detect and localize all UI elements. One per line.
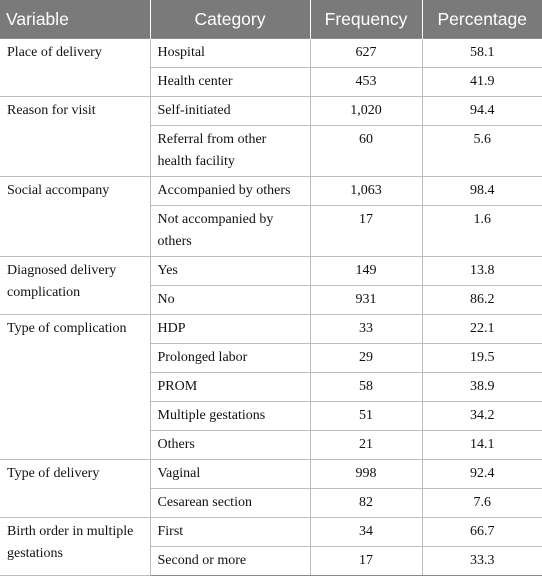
category-cell: First: [149, 517, 311, 547]
table-row: Referral from other health facility 60 5…: [0, 125, 542, 177]
table-row: Type of delivery Vaginal 998 92.4: [0, 459, 542, 518]
table-row: Cesarean section 82 7.6: [0, 488, 542, 518]
percentage-cell: 98.4: [421, 176, 542, 206]
percentage-cell: 19.5: [421, 343, 542, 373]
variable-cell: Diagnosed delivery complication: [0, 256, 151, 315]
category-cell: Yes: [149, 256, 311, 286]
percentage-cell: 38.9: [421, 372, 542, 402]
percentage-cell: 7.6: [421, 488, 542, 518]
frequency-cell: 17: [309, 546, 423, 576]
frequency-cell: 33: [309, 314, 423, 344]
percentage-cell: 22.1: [421, 314, 542, 344]
variable-cell: Type of complication: [0, 314, 151, 460]
category-cell: Others: [149, 430, 311, 460]
frequency-cell: 998: [309, 459, 423, 489]
frequency-cell: 34: [309, 517, 423, 547]
table-row: Birth order in multiple gestations First…: [0, 517, 542, 576]
percentage-cell: 58.1: [421, 38, 542, 68]
percentage-cell: 1.6: [421, 205, 542, 257]
category-cell: PROM: [149, 372, 311, 402]
header-variable: Variable: [0, 0, 150, 39]
percentage-cell: 33.3: [421, 546, 542, 576]
table-row: Others 21 14.1: [0, 430, 542, 460]
category-cell: Multiple gestations: [149, 401, 311, 431]
category-cell: Self-initiated: [149, 96, 311, 126]
table-row: Social accompany Accompanied by others 1…: [0, 176, 542, 257]
category-cell: Prolonged labor: [149, 343, 311, 373]
variable-cell: Place of delivery: [0, 38, 151, 97]
table-row: PROM 58 38.9: [0, 372, 542, 402]
category-cell: Cesarean section: [149, 488, 311, 518]
variable-cell: Type of delivery: [0, 459, 151, 518]
category-cell: Vaginal: [149, 459, 311, 489]
category-cell: Second or more: [149, 546, 311, 576]
variable-cell: Birth order in multiple gestations: [0, 517, 151, 576]
table-row: Reason for visit Self-initiated 1,020 94…: [0, 96, 542, 177]
frequency-cell: 931: [309, 285, 423, 315]
percentage-cell: 86.2: [421, 285, 542, 315]
frequency-cell: 60: [309, 125, 423, 177]
percentage-cell: 13.8: [421, 256, 542, 286]
percentage-cell: 34.2: [421, 401, 542, 431]
frequency-cell: 29: [309, 343, 423, 373]
variable-cell: Reason for visit: [0, 96, 151, 177]
frequency-cell: 453: [309, 67, 423, 97]
frequency-cell: 82: [309, 488, 423, 518]
frequency-cell: 1,020: [309, 96, 423, 126]
frequency-cell: 1,063: [309, 176, 423, 206]
frequency-cell: 149: [309, 256, 423, 286]
percentage-cell: 14.1: [421, 430, 542, 460]
header-frequency: Frequency: [309, 0, 422, 39]
category-cell: Referral from other health facility: [149, 125, 311, 177]
table-row: Type of complication HDP 33 22.1: [0, 314, 542, 460]
frequency-cell: 627: [309, 38, 423, 68]
variable-cell: Social accompany: [0, 176, 151, 257]
header-percentage: Percentage: [421, 0, 542, 39]
percentage-cell: 41.9: [421, 67, 542, 97]
frequency-cell: 21: [309, 430, 423, 460]
frequency-cell: 58: [309, 372, 423, 402]
table-row: No 931 86.2: [0, 285, 542, 315]
table-row: Multiple gestations 51 34.2: [0, 401, 542, 431]
header-row: Variable Category Frequency Percentage: [0, 0, 542, 39]
category-cell: HDP: [149, 314, 311, 344]
table-row: Diagnosed delivery complication Yes 149 …: [0, 256, 542, 315]
table-row: Place of delivery Hospital 627 58.1: [0, 38, 542, 97]
category-cell: No: [149, 285, 311, 315]
percentage-cell: 94.4: [421, 96, 542, 126]
frequency-cell: 17: [309, 205, 423, 257]
table-body: Place of delivery Hospital 627 58.1 Heal…: [0, 38, 542, 576]
frequency-cell: 51: [309, 401, 423, 431]
percentage-cell: 5.6: [421, 125, 542, 177]
category-cell: Hospital: [149, 38, 311, 68]
table-row: Prolonged labor 29 19.5: [0, 343, 542, 373]
header-category: Category: [149, 0, 310, 39]
category-cell: Health center: [149, 67, 311, 97]
category-cell: Not accompanied by others: [149, 205, 311, 257]
percentage-cell: 66.7: [421, 517, 542, 547]
category-cell: Accompanied by others: [149, 176, 311, 206]
percentage-cell: 92.4: [421, 459, 542, 489]
